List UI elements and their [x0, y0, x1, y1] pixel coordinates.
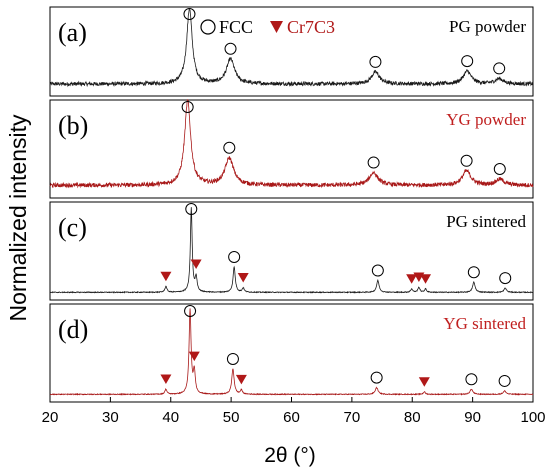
fcc-marker	[183, 8, 196, 20]
panels-layer: (a) PG powder (b) YG powder (c) PG sintered (d…	[49, 6, 534, 403]
x-tick-label: 80	[404, 409, 421, 426]
fcc-marker	[226, 352, 239, 365]
fcc-marker	[370, 371, 383, 384]
cr7c3-marker	[420, 274, 432, 284]
fcc-marker	[224, 42, 237, 55]
panel-4: (d) YG sintered	[49, 303, 534, 403]
spectrum-line	[49, 207, 534, 294]
legend-fcc-icon	[200, 19, 216, 35]
panel-label: (c)	[58, 213, 87, 242]
cr7c3-marker	[418, 377, 430, 387]
fcc-marker	[493, 62, 506, 75]
x-axis: 20 30 40 50 60 70 80 90 100	[42, 397, 546, 426]
panel-frame	[49, 99, 534, 199]
panel-1: (a) PG powder	[49, 6, 534, 97]
sample-name: YG sintered	[443, 314, 526, 333]
fcc-marker	[369, 55, 382, 68]
fcc-marker	[184, 305, 197, 317]
cr7c3-marker	[188, 351, 200, 362]
panel-frame	[49, 6, 534, 97]
fcc-marker	[185, 203, 198, 215]
sample-name: YG powder	[446, 110, 526, 129]
x-tick-label: 70	[344, 409, 361, 426]
legend-fcc-label: FCC	[219, 17, 253, 37]
fcc-marker	[181, 101, 194, 113]
spectrum-line	[49, 8, 534, 88]
cr7c3-marker	[406, 274, 418, 284]
y-axis-label: Normalized intensity	[5, 114, 31, 322]
legend-cr7c3-label: Cr7C3	[287, 17, 335, 37]
x-tick-label: 40	[162, 409, 179, 426]
fcc-marker	[498, 374, 511, 387]
spectrum-line	[49, 308, 534, 396]
fcc-marker	[371, 264, 384, 277]
x-tick-label: 20	[42, 409, 59, 426]
fcc-marker	[223, 141, 236, 154]
x-tick-label: 50	[223, 409, 240, 426]
sample-name: PG sintered	[446, 212, 526, 231]
x-axis-label: 2θ (°)	[264, 444, 316, 467]
fcc-marker	[499, 272, 512, 285]
sample-name: PG powder	[449, 17, 526, 36]
fcc-marker	[493, 163, 506, 176]
x-tick-label: 90	[464, 409, 481, 426]
panel-2: (b) YG powder	[49, 99, 534, 199]
legend: FCC Cr7C3	[200, 17, 335, 37]
cr7c3-marker	[160, 271, 172, 282]
fcc-marker	[367, 156, 380, 169]
cr7c3-marker	[190, 259, 202, 269]
spectrum-line	[49, 99, 534, 189]
cr7c3-marker	[237, 273, 249, 283]
fcc-marker	[460, 154, 473, 167]
fcc-marker	[467, 266, 480, 279]
fcc-marker	[465, 373, 478, 386]
panel-frame	[49, 201, 534, 301]
x-tick-label: 60	[283, 409, 300, 426]
fcc-marker	[461, 55, 474, 68]
x-tick-label: 100	[520, 409, 545, 426]
x-tick-label: 30	[102, 409, 119, 426]
fcc-marker	[228, 250, 241, 263]
panel-label: (b)	[58, 111, 88, 140]
panel-label: (d)	[58, 315, 88, 344]
legend-cr7c3-icon	[270, 21, 283, 33]
cr7c3-marker	[160, 374, 172, 385]
cr7c3-marker	[235, 374, 247, 385]
panel-label: (a)	[58, 18, 87, 47]
panel-3: (c) PG sintered	[49, 201, 534, 301]
